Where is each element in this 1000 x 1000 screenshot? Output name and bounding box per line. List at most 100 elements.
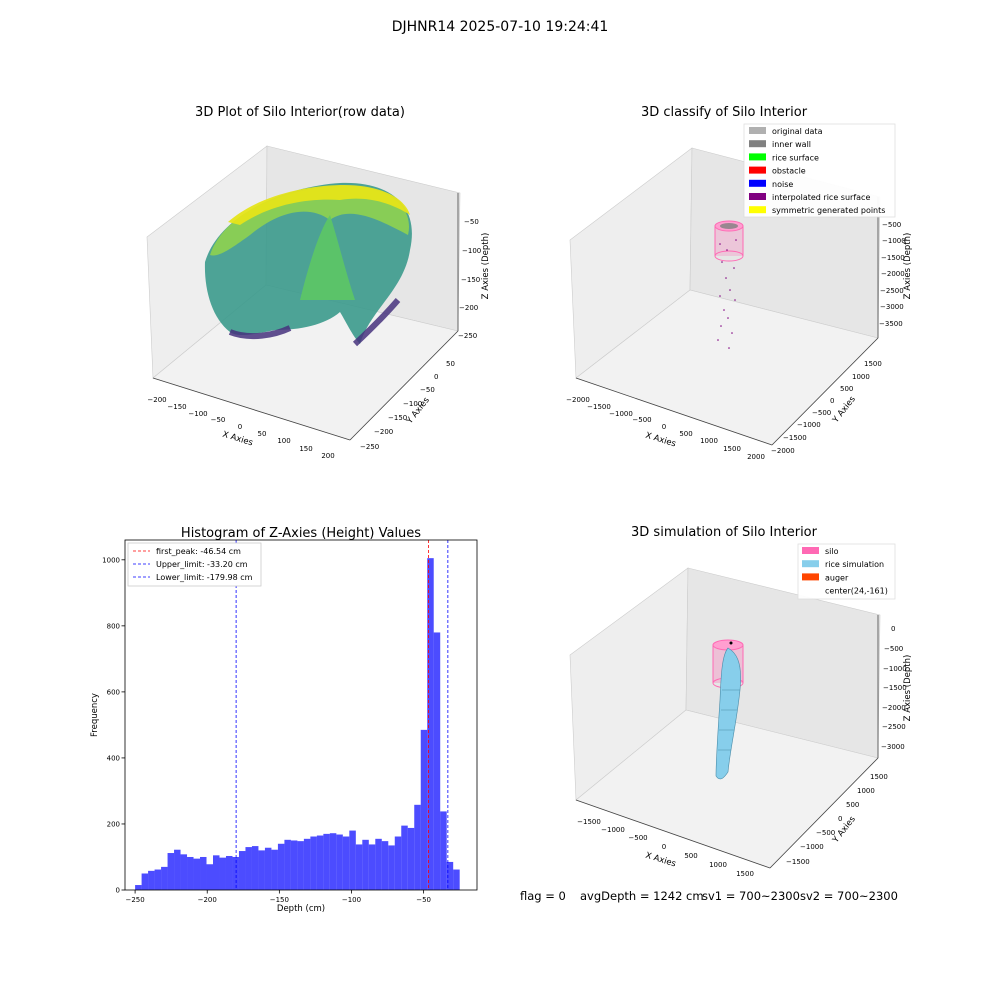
figure-suptitle: DJHNR14 2025-07-10 19:24:41 bbox=[392, 19, 609, 35]
histogram-title: Histogram of Z-Axies (Height) Values bbox=[181, 526, 421, 541]
histogram-bar bbox=[446, 861, 454, 890]
legend-swatch bbox=[749, 193, 766, 200]
raw-z-tick: −250 bbox=[458, 332, 477, 340]
sim-y-tick: −500 bbox=[816, 829, 835, 837]
legend-label: original data bbox=[772, 127, 823, 136]
classify-y-tick: −500 bbox=[812, 409, 831, 417]
classify-legend: original data inner wall rice surface obsta… bbox=[743, 123, 896, 218]
simulation-3d-xlabel: X Axies bbox=[644, 851, 677, 870]
histogram-bar bbox=[349, 830, 356, 890]
raw-y-tick: −250 bbox=[360, 443, 379, 451]
histogram-bar bbox=[251, 846, 259, 890]
status-flag: flag = 0 bbox=[520, 889, 566, 903]
histogram-xticks: −250 −200 −150 −100 −50 bbox=[125, 890, 431, 904]
histogram-bar bbox=[407, 827, 415, 890]
raw-x-tick: 200 bbox=[321, 452, 334, 460]
histogram-ytick-label: 400 bbox=[107, 754, 120, 762]
histogram-bar bbox=[355, 844, 363, 890]
raw-x-tick: −50 bbox=[211, 416, 226, 424]
histogram-xtick-label: −200 bbox=[198, 896, 217, 904]
status-sv2: sv2 = 700~2300 bbox=[800, 889, 898, 903]
classify-x-tick: −1500 bbox=[587, 403, 611, 411]
panel-simulation-3d: 3D simulation of Silo Interior silo rice … bbox=[569, 525, 913, 878]
classify-z-tick: −1000 bbox=[882, 237, 906, 245]
sim-z-tick: −2000 bbox=[882, 704, 906, 712]
sim-x-tick: 0 bbox=[662, 843, 666, 851]
histogram-ytick-label: 600 bbox=[107, 688, 120, 696]
simulation-3d-axes-box bbox=[569, 567, 881, 869]
classify-x-tick: −500 bbox=[632, 416, 651, 424]
status-sv1: sv1 = 700~2300 bbox=[702, 889, 800, 903]
simulation-3d-title: 3D simulation of Silo Interior bbox=[631, 525, 818, 540]
sim-z-tick: −1000 bbox=[883, 665, 907, 673]
simulation-3d-ytick-labels: 1500 1000 500 0 −500 −1000 −1500 bbox=[786, 773, 888, 866]
classify-z-tick: −2000 bbox=[881, 270, 905, 278]
histogram-bar bbox=[375, 838, 382, 890]
histogram-bar bbox=[258, 850, 265, 890]
histogram-ytick-label: 1000 bbox=[102, 556, 120, 564]
sim-z-tick: −3000 bbox=[881, 743, 905, 751]
histogram-bar bbox=[225, 855, 233, 890]
raw-z-tick: −50 bbox=[464, 218, 479, 226]
classify-silo-cylinder bbox=[714, 220, 744, 262]
sim-x-tick: 1000 bbox=[709, 861, 727, 869]
legend-label: rice simulation bbox=[825, 560, 884, 569]
histogram-bar bbox=[362, 839, 369, 890]
histogram-legend-label: Upper_limit: -33.20 cm bbox=[156, 560, 248, 569]
histogram-bar bbox=[290, 840, 298, 890]
legend-swatch bbox=[749, 153, 766, 161]
histogram-ytick-label: 0 bbox=[116, 887, 120, 895]
classify-x-tick: 1500 bbox=[723, 445, 741, 453]
sim-y-tick: 500 bbox=[846, 801, 859, 809]
histogram-legend-items: first_peak: -46.54 cm Upper_limit: -33.20… bbox=[133, 547, 253, 582]
sim-x-tick: 500 bbox=[684, 852, 697, 860]
classify-y-tick: −1000 bbox=[797, 421, 821, 429]
sim-y-tick: −1500 bbox=[786, 858, 810, 866]
classify-y-tick: −1500 bbox=[783, 434, 807, 442]
classify-x-tick: 0 bbox=[662, 423, 666, 431]
simulation-legend-items: silo rice simulation auger center(24,-161) bbox=[802, 547, 888, 596]
histogram-bar bbox=[277, 843, 285, 890]
raw-3d-xlabel: X Axies bbox=[221, 430, 254, 449]
sim-x-tick: −1500 bbox=[577, 818, 601, 826]
histogram-bar bbox=[440, 811, 447, 890]
classify-3d-title: 3D classify of Silo Interior bbox=[641, 105, 808, 120]
histogram-xtick-label: −100 bbox=[342, 896, 361, 904]
histogram-legend-label: first_peak: -46.54 cm bbox=[156, 547, 241, 556]
raw-y-tick: 0 bbox=[434, 373, 438, 381]
classify-z-tick: −500 bbox=[882, 221, 901, 229]
raw-y-tick: 50 bbox=[446, 360, 455, 368]
histogram-bar bbox=[180, 854, 188, 890]
panel-classify-3d: 3D classify of Silo Interior orig bbox=[566, 105, 913, 461]
raw-3d-zlabel: Z Axies (Depth) bbox=[481, 233, 491, 300]
histogram-bar bbox=[427, 558, 434, 890]
histogram-bar bbox=[420, 729, 428, 890]
histogram-bar bbox=[381, 841, 389, 890]
histogram-bar bbox=[394, 836, 402, 890]
raw-y-tick: −150 bbox=[388, 414, 407, 422]
classify-3d-ylabel: Y Axies bbox=[830, 394, 858, 426]
sim-y-tick: 0 bbox=[838, 815, 842, 823]
raw-z-tick: −100 bbox=[462, 247, 481, 255]
legend-label: obstacle bbox=[772, 167, 806, 176]
legend-swatch bbox=[802, 547, 819, 554]
histogram-bar bbox=[303, 838, 311, 890]
classify-3d-xlabel: X Axies bbox=[644, 431, 677, 450]
histogram-bar bbox=[453, 869, 460, 890]
panel-histogram: Histogram of Z-Axies (Height) Values −25… bbox=[90, 526, 478, 914]
classify-z-tick: −1500 bbox=[881, 254, 905, 262]
histogram-legend: first_peak: -46.54 cm Upper_limit: -33.20… bbox=[127, 542, 262, 587]
histogram-bar bbox=[141, 873, 149, 890]
legend-label: center(24,-161) bbox=[825, 587, 888, 596]
raw-x-tick: 150 bbox=[299, 445, 312, 453]
histogram-xtick-label: −50 bbox=[416, 896, 431, 904]
histogram-bar bbox=[135, 885, 142, 890]
histogram-bar bbox=[187, 856, 194, 890]
sim-y-tick: −1000 bbox=[800, 843, 824, 851]
status-avg-depth: avgDepth = 1242 cm bbox=[580, 889, 704, 903]
histogram-bars bbox=[135, 558, 460, 890]
classify-legend-items: original data inner wall rice surface obsta… bbox=[749, 127, 885, 215]
classify-y-tick: 1000 bbox=[852, 373, 870, 381]
legend-label: symmetric generated points bbox=[772, 206, 885, 215]
histogram-bar bbox=[206, 864, 213, 890]
